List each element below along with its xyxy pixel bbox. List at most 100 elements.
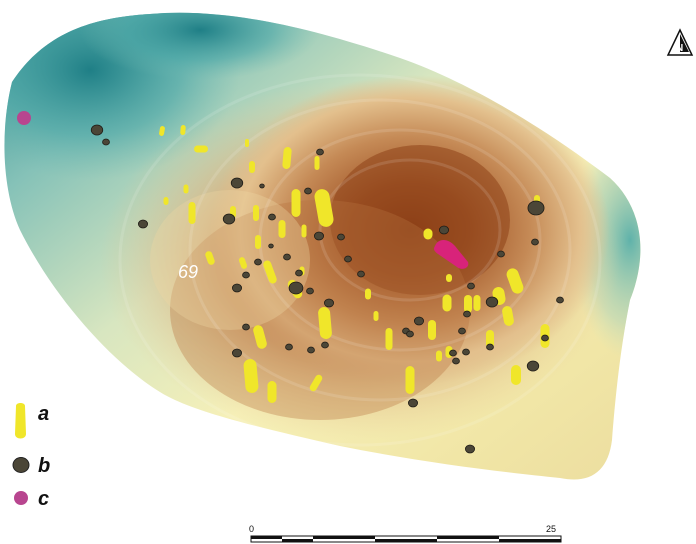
feature-b-pit — [137, 219, 148, 229]
scale-start-label: 0 — [249, 524, 254, 534]
feature-a-pit — [205, 251, 215, 265]
scale-end-label: 25 — [546, 524, 556, 534]
feature-b-pit — [485, 296, 499, 308]
feature-a-pit — [253, 325, 267, 349]
feature-a-pit — [473, 295, 481, 311]
legend-item-a: a — [15, 403, 49, 439]
feature-b-pit — [486, 343, 494, 351]
feature-b-pit — [268, 243, 274, 249]
magenta-dot-icon — [14, 491, 28, 505]
legend-item-c: c — [14, 488, 49, 510]
feature-a-pit — [291, 189, 301, 217]
feature-a-pit — [442, 294, 452, 312]
feature-a-pit — [464, 295, 472, 313]
feature-b-pit — [321, 341, 329, 349]
feature-b-pit — [323, 298, 334, 308]
feature-b-pit — [306, 287, 314, 295]
feature-b-pit — [285, 343, 293, 351]
feature-a-pit — [188, 202, 196, 224]
feature-b-pit — [90, 124, 104, 136]
feature-a-pit — [249, 161, 255, 173]
feature-b-pit — [102, 138, 110, 146]
feature-b-pit — [288, 281, 304, 295]
feature-b-pit — [556, 296, 564, 304]
feature-c-pit — [434, 240, 469, 269]
feature-b-pit — [344, 255, 352, 263]
feature-b-pit — [231, 283, 242, 293]
feature-a-pit — [309, 374, 323, 392]
north-arrow-letter: N — [676, 43, 683, 54]
feature-a-pit — [163, 197, 169, 205]
yellow-elongated-pit-icon — [15, 403, 26, 439]
feature-b-pit — [438, 225, 449, 235]
feature-b-pit — [231, 348, 242, 358]
feature-a-pit — [314, 189, 334, 227]
feature-b-pit — [527, 200, 545, 216]
feature-b-pit — [316, 148, 324, 156]
feature-b-pit — [406, 330, 414, 338]
feature-group-c — [17, 111, 469, 269]
dark-round-pit-icon — [12, 457, 30, 473]
feature-b-pit — [526, 360, 540, 372]
feature-a-pit — [180, 125, 186, 135]
feature-a-pit — [365, 288, 371, 300]
feature-a-pit — [373, 311, 379, 321]
feature-b-pit — [222, 213, 236, 225]
feature-b-pit — [452, 357, 460, 365]
feature-b-pit — [497, 250, 505, 258]
feature-b-pit — [283, 253, 291, 261]
feature-a-pit — [255, 235, 261, 249]
feature-b-pit — [531, 238, 539, 246]
feature-a-pit — [282, 147, 292, 169]
feature-b-pit — [467, 282, 475, 290]
feature-c-pit — [17, 111, 31, 125]
feature-b-pit — [413, 316, 424, 326]
site-number-label: 69 — [178, 262, 198, 282]
legend-item-b: b — [12, 455, 50, 477]
legend-label-c: c — [38, 488, 49, 510]
feature-group-b — [90, 124, 564, 454]
feature-a-pit — [278, 220, 286, 238]
north-arrow-icon: N — [666, 28, 694, 56]
feature-b-pit — [337, 233, 345, 241]
feature-a-pit — [314, 156, 320, 170]
feature-a-pit — [436, 350, 442, 362]
feature-a-pit — [502, 306, 514, 326]
feature-group-a — [159, 125, 550, 403]
feature-a-pit — [511, 365, 521, 385]
feature-b-pit — [242, 271, 250, 279]
feature-a-pit — [159, 126, 165, 136]
feature-b-pit — [254, 258, 262, 266]
feature-b-pit — [230, 177, 244, 189]
feature-b-pit — [541, 334, 549, 342]
feature-b-pit — [449, 349, 457, 357]
feature-b-pit — [242, 323, 250, 331]
feature-a-pit — [253, 205, 259, 221]
feature-a-pit — [183, 184, 189, 194]
feature-b-pit — [464, 444, 475, 454]
feature-a-pit — [428, 320, 436, 340]
feature-b-pit — [357, 270, 365, 278]
feature-b-pit — [462, 348, 470, 356]
feature-b-pit — [407, 398, 418, 408]
feature-b-pit — [463, 310, 471, 318]
feature-b-pit — [268, 213, 276, 221]
feature-a-pit — [301, 224, 307, 238]
feature-a-pit — [446, 274, 452, 282]
feature-a-pit — [405, 366, 415, 394]
feature-b-pit — [295, 269, 303, 277]
feature-a-pit — [318, 307, 332, 339]
feature-a-pit — [385, 328, 393, 350]
feature-b-pit — [458, 327, 466, 335]
legend-label-a: a — [38, 403, 49, 425]
feature-a-pit — [238, 257, 248, 269]
feature-b-pit — [304, 187, 312, 195]
feature-a-pit — [423, 228, 433, 240]
feature-b-pit — [307, 346, 315, 354]
scale-bar: 0 25 — [249, 524, 562, 543]
feature-a-pit — [506, 268, 524, 294]
feature-b-pit — [259, 183, 265, 189]
feature-a-pit — [194, 145, 208, 153]
